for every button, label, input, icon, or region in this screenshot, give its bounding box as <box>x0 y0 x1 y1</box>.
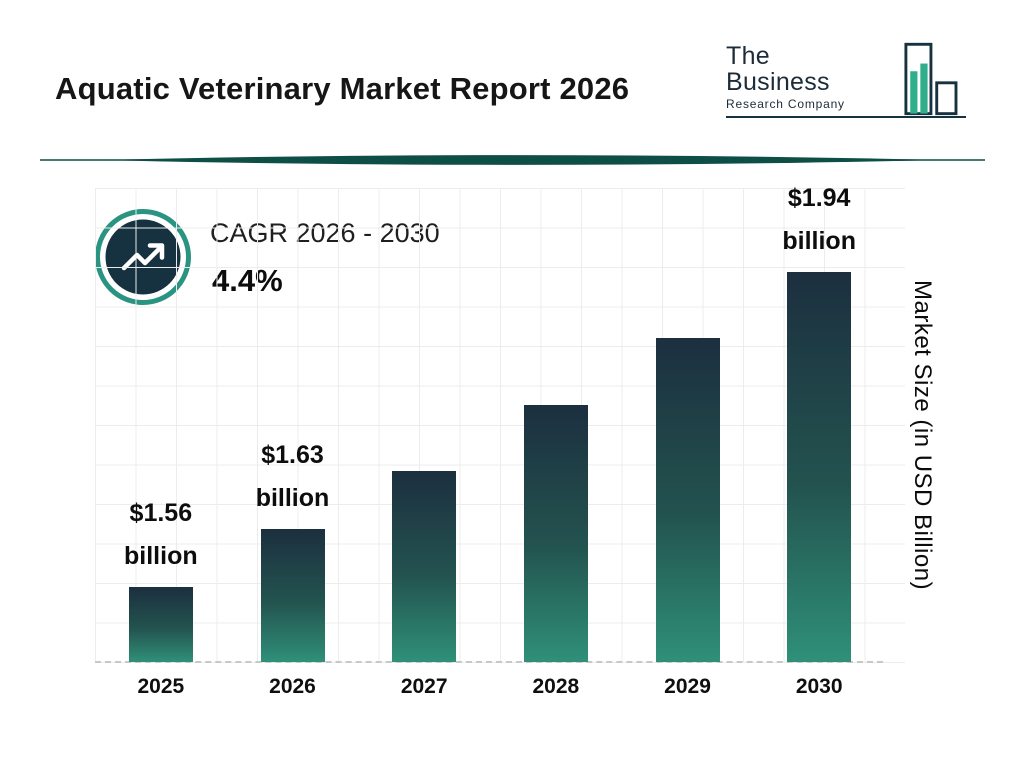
bar-2025 <box>128 587 193 662</box>
bar-group-2026: $1.63 billion 2026 <box>227 188 359 699</box>
company-logo: The Business Research Company <box>726 40 966 118</box>
chart-grid <box>95 188 905 663</box>
company-logo-line1: The Business <box>726 41 830 96</box>
chart-baseline <box>95 661 883 663</box>
y-axis-label: Market Size (in USD Billion) <box>909 280 936 591</box>
x-tick-label-2028: 2028 <box>532 675 580 698</box>
bar-2030 <box>787 272 852 662</box>
divider-line <box>40 155 985 165</box>
bar-value-label-2030: $1.94 billion <box>782 183 856 256</box>
bar-2029 <box>655 338 720 662</box>
x-tick-label-2029: 2029 <box>664 675 711 698</box>
bar-group-2029: 2029 <box>622 188 754 698</box>
bar-2028 <box>523 405 588 662</box>
bar-2027 <box>392 471 457 662</box>
bar-2026 <box>260 529 325 662</box>
x-tick-label-2027: 2027 <box>400 675 448 698</box>
bar-value-label-2025: $1.56 billion <box>124 498 198 571</box>
bar-value-label-2026: $1.63 billion <box>255 440 330 513</box>
x-tick-label-2026: 2026 <box>269 675 316 698</box>
company-logo-text: The Business Research Company <box>726 41 875 111</box>
bar-group-2025: $1.56 billion 2025 <box>95 188 227 699</box>
bar-group-2030: $1.94 billion 2030 <box>753 184 885 699</box>
bar-chart-logo-icon <box>904 42 958 116</box>
bar-group-2028: 2028 <box>490 188 622 698</box>
bar-group-2027: 2027 <box>358 188 490 698</box>
page-title: Aquatic Veterinary Market Report 2026 <box>55 70 630 106</box>
x-tick-label-2030: 2030 <box>795 675 843 698</box>
company-logo-line2: Research Company <box>726 97 845 111</box>
bar-chart: $1.56 billion 2025 $1.63 billion 2026 2027 2028… <box>95 184 885 699</box>
x-tick-label-2025: 2025 <box>137 675 185 698</box>
